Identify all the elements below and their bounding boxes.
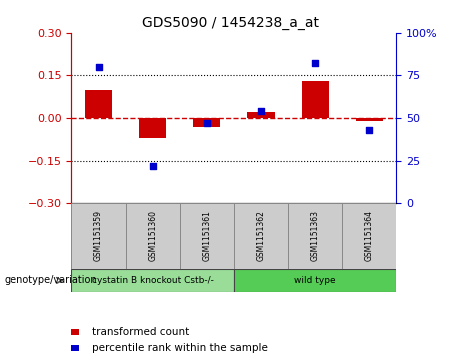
- Text: transformed count: transformed count: [92, 327, 189, 337]
- Bar: [342, 203, 396, 269]
- Text: GSM1151364: GSM1151364: [365, 211, 374, 261]
- Bar: [71, 269, 234, 292]
- Bar: [85, 90, 112, 118]
- Text: GSM1151361: GSM1151361: [202, 211, 212, 261]
- Bar: [234, 269, 396, 292]
- Bar: [71, 345, 79, 351]
- Bar: [288, 203, 342, 269]
- Bar: [234, 203, 288, 269]
- Text: GSM1151363: GSM1151363: [311, 211, 320, 261]
- Text: genotype/variation: genotype/variation: [5, 276, 97, 285]
- Text: percentile rank within the sample: percentile rank within the sample: [92, 343, 268, 354]
- Point: [203, 120, 211, 126]
- Bar: [125, 203, 180, 269]
- Bar: [71, 329, 79, 335]
- Point: [149, 163, 156, 169]
- Text: cystatin B knockout Cstb-/-: cystatin B knockout Cstb-/-: [92, 276, 213, 285]
- Text: GSM1151359: GSM1151359: [94, 211, 103, 261]
- Bar: [193, 118, 220, 127]
- Point: [257, 108, 265, 114]
- Bar: [180, 203, 234, 269]
- Text: GSM1151362: GSM1151362: [256, 211, 266, 261]
- Text: wild type: wild type: [295, 276, 336, 285]
- Bar: [356, 118, 383, 121]
- Point: [312, 61, 319, 66]
- Bar: [248, 112, 275, 118]
- Point: [95, 64, 102, 70]
- Bar: [139, 118, 166, 138]
- Point: [366, 127, 373, 133]
- Bar: [71, 203, 125, 269]
- Bar: [301, 81, 329, 118]
- Text: GSM1151360: GSM1151360: [148, 211, 157, 261]
- Text: GDS5090 / 1454238_a_at: GDS5090 / 1454238_a_at: [142, 16, 319, 30]
